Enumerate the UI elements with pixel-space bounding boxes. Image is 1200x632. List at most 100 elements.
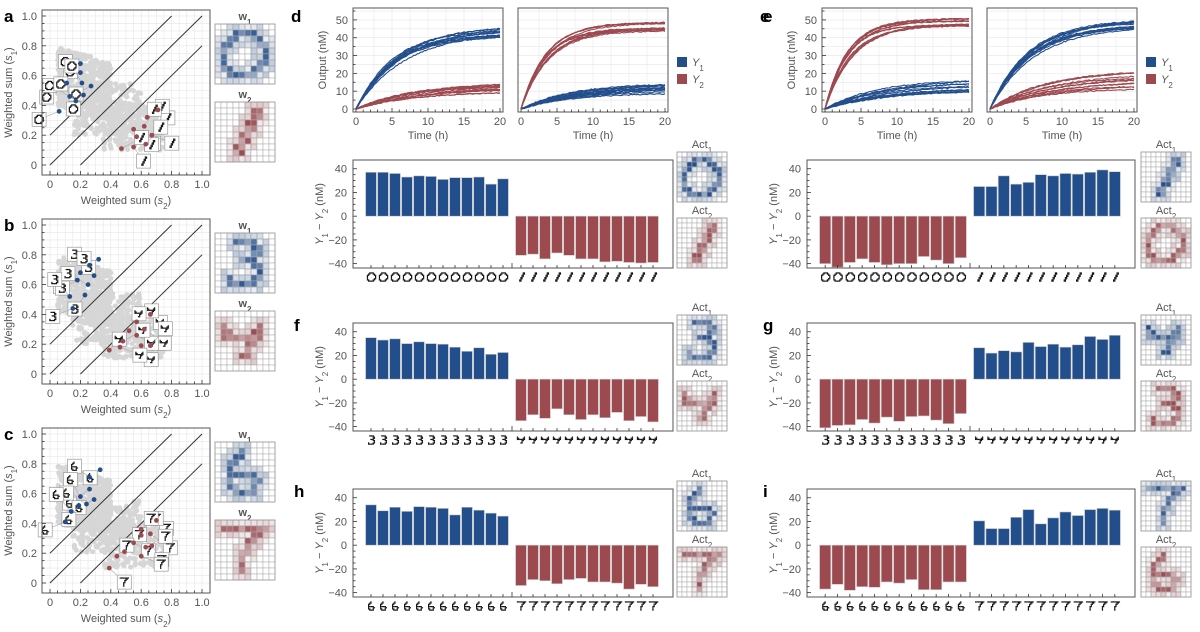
- digit-pixel: [165, 533, 167, 536]
- digit-pixel: [48, 80, 50, 83]
- digit-pixel: [86, 255, 88, 257]
- digit-pixel: [53, 311, 56, 313]
- digit-pixel: [174, 138, 176, 140]
- matrix-cell-fill: [226, 155, 234, 163]
- digit-pixel: [74, 62, 76, 64]
- cloud-point: [88, 72, 94, 78]
- digit-pixel: [57, 87, 59, 89]
- digit-thumbnail: [66, 101, 81, 117]
- digit-pixel: [67, 67, 69, 69]
- digit-pixel: [72, 249, 74, 251]
- matrix-cell: [268, 119, 276, 127]
- matrix-cell-fill: [226, 41, 234, 49]
- digit-pixel: [138, 326, 140, 328]
- cloud-point: [125, 312, 131, 319]
- data-point: [131, 126, 137, 132]
- matrix-cell-fill: [220, 53, 228, 61]
- cloud-point: [81, 330, 87, 336]
- digit-pixel: [34, 118, 36, 120]
- digit-pixel: [46, 533, 48, 535]
- digit-box: [64, 58, 80, 74]
- matrix-cell: [268, 256, 276, 264]
- cloud-point: [102, 485, 108, 491]
- digit-pixel: [74, 466, 76, 468]
- digit-pixel: [78, 95, 80, 97]
- digit-pixel: [151, 111, 154, 113]
- matrix-cell-fill: [262, 268, 270, 276]
- digit-pixel: [49, 98, 51, 100]
- cloud-point: [80, 526, 86, 532]
- digit-pixel: [141, 312, 143, 314]
- digit-pixel: [158, 514, 160, 517]
- digit-pixel: [85, 262, 87, 264]
- digit-pixel: [40, 122, 42, 125]
- data-point: [64, 80, 70, 86]
- matrix-cell-fill: [238, 77, 246, 85]
- digit-pixel: [53, 274, 55, 277]
- digit-pixel: [170, 114, 172, 116]
- digit-pixel: [76, 509, 78, 512]
- digit-pixel: [51, 281, 53, 284]
- digit-pixel: [159, 339, 161, 342]
- digit-pixel: [46, 81, 48, 84]
- matrix-cell-fill: [244, 125, 252, 133]
- digit-pixel: [68, 494, 71, 496]
- matrix-cell: [220, 119, 228, 127]
- digit-pixel: [75, 469, 77, 471]
- matrix-cell: [232, 310, 240, 318]
- data-point: [87, 486, 92, 492]
- digit-pixel: [52, 495, 55, 497]
- digit-pixel: [124, 540, 126, 542]
- digit-pixel: [85, 257, 87, 259]
- matrix-cell-fill: [232, 256, 240, 264]
- digit-pixel: [77, 306, 79, 308]
- matrix-cell-fill: [226, 59, 234, 67]
- matrix-cell-fill: [250, 137, 258, 145]
- digit-pixel: [150, 519, 152, 521]
- digit-pixel: [61, 291, 63, 293]
- matrix-cell-fill: [226, 328, 234, 336]
- digit-pixel: [52, 315, 55, 317]
- digit-pixel: [158, 559, 161, 561]
- y-tick-label: 0.6: [22, 280, 37, 292]
- data-point: [141, 326, 147, 332]
- matrix-cell-fill: [238, 65, 246, 73]
- matrix-cell: [238, 59, 246, 67]
- digit-pixel: [145, 157, 148, 159]
- digit-pixel: [139, 327, 141, 330]
- matrix-cell-fill: [226, 244, 234, 252]
- digit-pixel: [74, 104, 76, 106]
- digit-pixel: [165, 536, 167, 538]
- digit-pixel: [47, 99, 50, 101]
- cloud-point: [136, 498, 142, 504]
- cloud-point: [128, 82, 134, 88]
- data-point: [131, 144, 137, 150]
- matrix-cell: [226, 131, 234, 139]
- digit-thumbnail: [63, 472, 78, 487]
- digit-pixel: [71, 483, 73, 485]
- x-tick-label: 1.0: [194, 179, 209, 191]
- digit-pixel: [72, 480, 74, 482]
- matrix-cell-fill: [244, 29, 252, 37]
- digit-pixel: [69, 476, 71, 478]
- digit-pixel: [71, 312, 73, 314]
- digit-pixel: [66, 277, 69, 279]
- digit-pixel: [55, 317, 57, 319]
- matrix-cell: [220, 250, 228, 258]
- cloud-point: [93, 291, 99, 297]
- matrix-cell-fill: [244, 268, 252, 276]
- digit-pixel: [88, 481, 91, 483]
- digit-pixel: [52, 493, 55, 495]
- digit-pixel: [167, 523, 169, 525]
- digit-pixel: [142, 352, 144, 355]
- data-point: [88, 83, 94, 89]
- digit-pixel: [115, 337, 118, 340]
- matrix-cell-fill: [232, 340, 240, 348]
- matrix-cell: [268, 340, 276, 348]
- digit-pixel: [140, 139, 142, 142]
- digit-pixel: [85, 260, 87, 263]
- data-point: [138, 343, 144, 349]
- matrix-cell-fill: [220, 274, 228, 282]
- matrix-cell-fill: [262, 59, 270, 67]
- digit-pixel: [69, 506, 71, 508]
